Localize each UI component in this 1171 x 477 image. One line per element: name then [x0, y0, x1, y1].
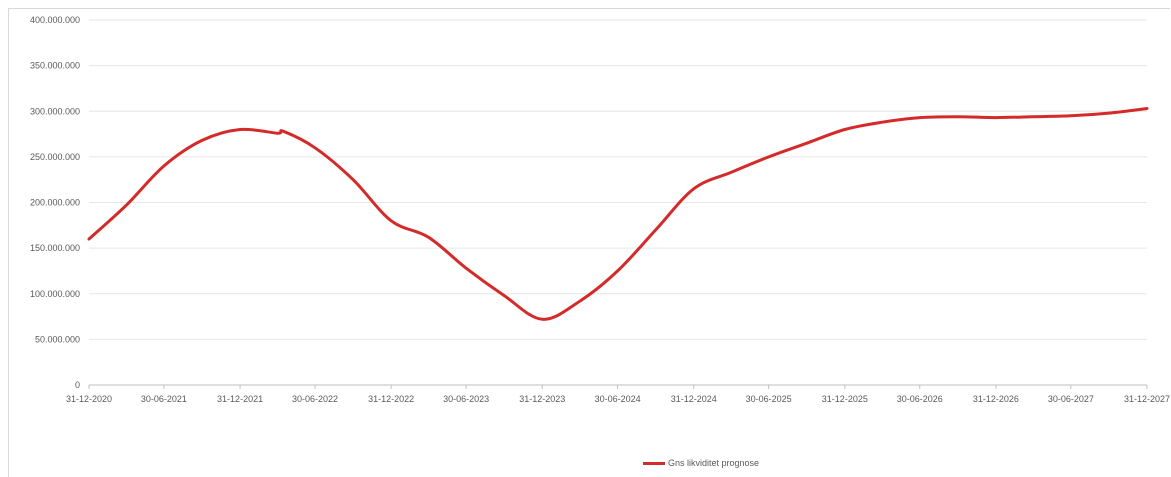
x-tick-label: 31-12-2020: [66, 394, 112, 404]
chart-frame: [8, 8, 1170, 477]
y-tick-label: 300.000.000: [30, 106, 80, 116]
x-tick-label: 31-12-2021: [217, 394, 263, 404]
series-line: [87, 107, 1149, 321]
legend: Gns likviditet prognose: [643, 456, 759, 470]
y-tick-label: 50.000.000: [35, 334, 80, 344]
y-tick-label: 350.000.000: [30, 61, 80, 71]
y-tick-label: 200.000.000: [30, 198, 80, 208]
y-tick-label: 150.000.000: [30, 243, 80, 253]
x-tick-label: 30-06-2024: [595, 394, 641, 404]
y-tick-label: 250.000.000: [30, 152, 80, 162]
x-tick-label: 31-12-2026: [973, 394, 1019, 404]
y-tick-label: 400.000.000: [30, 15, 80, 25]
legend-label: Gns likviditet prognose: [668, 458, 760, 468]
x-tick-label: 30-06-2026: [897, 394, 943, 404]
x-tick-label: 30-06-2027: [1048, 394, 1094, 404]
y-tick-label: 100.000.000: [30, 289, 80, 299]
x-tick-label: 31-12-2023: [519, 394, 565, 404]
x-tick-label: 30-06-2021: [141, 394, 187, 404]
x-tick-label: 31-12-2022: [368, 394, 414, 404]
x-tick-label: 31-12-2025: [822, 394, 868, 404]
x-tick-label: 30-06-2025: [746, 394, 792, 404]
x-tick-label: 30-06-2023: [443, 394, 489, 404]
y-tick-label: 0: [75, 380, 80, 390]
x-tick-label: 31-12-2024: [671, 394, 717, 404]
x-tick-label: 30-06-2022: [292, 394, 338, 404]
x-tick-label: 31-12-2027: [1124, 394, 1170, 404]
legend-swatch: [643, 461, 665, 465]
